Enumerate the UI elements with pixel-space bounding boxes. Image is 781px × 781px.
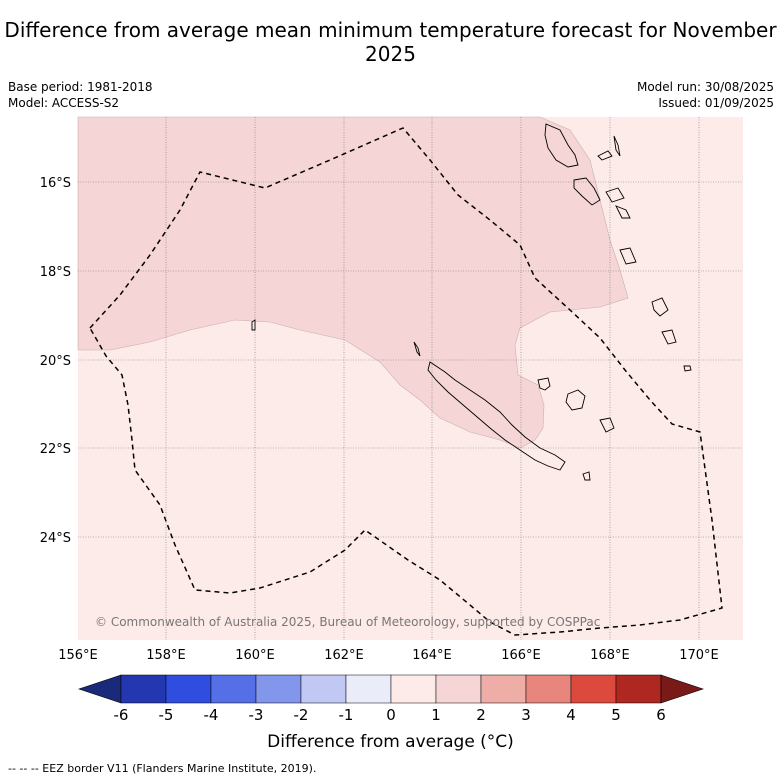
colorbar-tick-label: -4 bbox=[204, 706, 219, 724]
lon-tick-label: 162°E bbox=[324, 648, 364, 663]
lat-tick-label: 24°S bbox=[40, 531, 71, 546]
ouvea-island bbox=[537, 377, 551, 391]
colorbar-segment bbox=[615, 674, 662, 704]
base-period: Base period: 1981-2018 bbox=[8, 80, 153, 94]
malakula bbox=[573, 177, 601, 206]
colorbar-segment bbox=[300, 674, 347, 704]
colorbar-extend-low bbox=[78, 674, 122, 704]
lon-tick-label: 170°E bbox=[679, 648, 719, 663]
right-metadata: Model run: 30/08/2025 Issued: 01/09/2025 bbox=[637, 79, 774, 111]
colorbar-tick-label: -1 bbox=[339, 706, 354, 724]
lon-tick-label: 160°E bbox=[235, 648, 275, 663]
lat-tick-label: 16°S bbox=[40, 176, 71, 191]
small-island-1 bbox=[661, 329, 677, 345]
colorbar-segment bbox=[165, 674, 212, 704]
colorbar-tick-labels: -6 -5 -4 -3 -2 -1 0 1 2 3 4 5 6 bbox=[114, 706, 666, 724]
lon-tick-label: 158°E bbox=[146, 648, 186, 663]
vanuatu-island-2 bbox=[613, 135, 621, 157]
colorbar-tick-label: 4 bbox=[566, 706, 576, 724]
mare-island bbox=[599, 417, 615, 433]
colorbar-title: Difference from average (°C) bbox=[267, 732, 514, 752]
vanuatu-island-1 bbox=[597, 150, 613, 161]
loyalty-outlying-island bbox=[651, 297, 669, 317]
colorbar-segment bbox=[480, 674, 527, 704]
colorbar-segment bbox=[390, 674, 437, 704]
eez-legend-note: -- -- -- EEZ border V11 (Flanders Marine… bbox=[8, 762, 317, 775]
small-island-3 bbox=[251, 319, 256, 331]
efate bbox=[615, 205, 631, 219]
lon-tick-label: 166°E bbox=[501, 648, 541, 663]
model-run: Model run: 30/08/2025 bbox=[636, 80, 774, 94]
colorbar-tick-label: 6 bbox=[656, 706, 666, 724]
colorbar-tick-label: -6 bbox=[114, 706, 129, 724]
colorbar-segment bbox=[210, 674, 257, 704]
issued-date: Issued: 01/09/2025 bbox=[658, 96, 774, 110]
colorbar-tick-label: -3 bbox=[249, 706, 264, 724]
coastlines bbox=[251, 123, 692, 481]
map-title: Difference from average mean minimum tem… bbox=[4, 18, 777, 66]
colorbar-tick-label: 3 bbox=[521, 706, 531, 724]
left-metadata: Base period: 1981-2018 Model: ACCESS-S2 bbox=[8, 79, 153, 111]
belep-island bbox=[413, 341, 421, 357]
small-island-2 bbox=[683, 365, 692, 372]
lifou-island bbox=[565, 389, 586, 411]
latitude-labels: 16°S 18°S 20°S 22°S 24°S bbox=[40, 176, 71, 546]
lat-tick-label: 18°S bbox=[40, 265, 71, 280]
eez-border bbox=[89, 127, 723, 636]
colorbar-tick-label: 5 bbox=[611, 706, 621, 724]
colorbar-segment bbox=[435, 674, 482, 704]
colorbar-segment bbox=[570, 674, 617, 704]
model-name: Model: ACCESS-S2 bbox=[8, 96, 120, 110]
colorbar-segment bbox=[345, 674, 392, 704]
colorbar-tick-label: 0 bbox=[386, 706, 396, 724]
copyright-notice: © Commonwealth of Australia 2025, Bureau… bbox=[95, 615, 600, 629]
colorbar-extend-high bbox=[660, 674, 704, 704]
lon-tick-label: 168°E bbox=[590, 648, 630, 663]
vanuatu-island-3 bbox=[605, 187, 625, 203]
colorbar-segment bbox=[120, 674, 167, 704]
new-caledonia-coast bbox=[427, 361, 566, 471]
colorbar-segment bbox=[255, 674, 302, 704]
colorbar-tick-label: 2 bbox=[476, 706, 486, 724]
anomaly-1-2-region bbox=[77, 116, 629, 449]
colorbar-tick-label: 1 bbox=[431, 706, 441, 724]
erromango bbox=[619, 247, 637, 265]
colorbar-tick-label: -2 bbox=[294, 706, 309, 724]
grid-lines bbox=[78, 117, 743, 640]
colorbar bbox=[78, 674, 704, 704]
map-plot-area: © Commonwealth of Australia 2025, Bureau… bbox=[77, 116, 743, 640]
colorbar-tick-label: -5 bbox=[159, 706, 174, 724]
espiritu-santo bbox=[544, 123, 579, 168]
colorbar-segment bbox=[525, 674, 572, 704]
lat-tick-label: 20°S bbox=[40, 354, 71, 369]
lon-tick-label: 156°E bbox=[58, 648, 98, 663]
isle-of-pines bbox=[582, 471, 591, 481]
longitude-labels: 156°E 158°E 160°E 162°E 164°E 166°E 168°… bbox=[58, 648, 719, 663]
lat-tick-label: 22°S bbox=[40, 442, 71, 457]
lon-tick-label: 164°E bbox=[412, 648, 452, 663]
